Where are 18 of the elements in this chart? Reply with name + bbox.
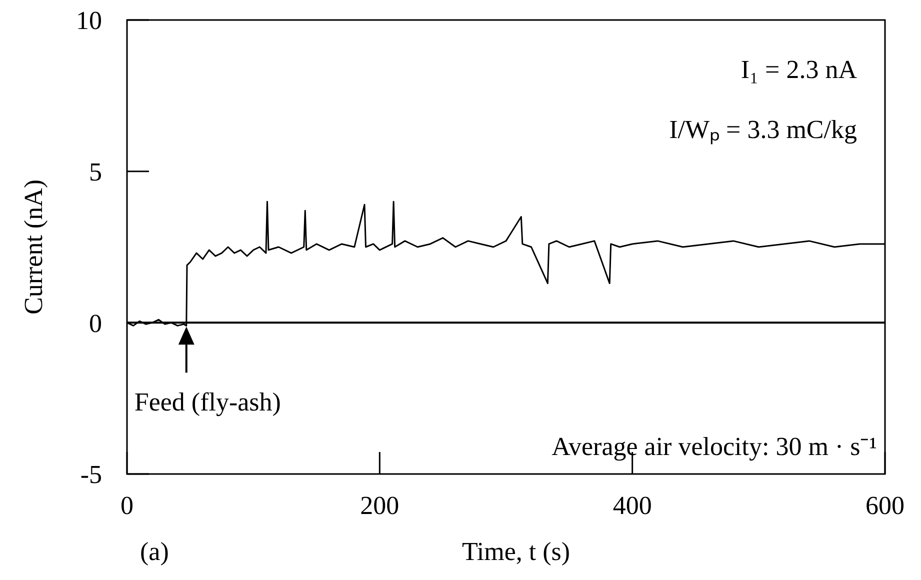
y-axis-tick: 5 (89, 157, 149, 186)
x-tick-label: 200 (360, 491, 400, 520)
x-tick-label: 400 (612, 491, 652, 520)
annotation: Feed (fly-ash) (134, 388, 281, 417)
y-axis-title: Current (nA) (19, 179, 48, 315)
y-axis-tick: 0 (89, 308, 102, 338)
y-tick-label: 5 (89, 157, 102, 186)
x-axis-tick: 600 (866, 452, 904, 520)
x-tick-label: 0 (120, 491, 134, 520)
y-tick-label: 10 (76, 6, 102, 36)
x-axis-title: Time, t (s) (462, 537, 570, 566)
y-axis-tick: 10 (76, 6, 149, 36)
x-axis-tick: 200 (360, 452, 400, 520)
text: (a) (140, 537, 169, 566)
x-tick-label: 600 (866, 491, 904, 520)
y-tick-label: -5 (80, 460, 102, 490)
annotation: I₁ = 2.3 nA (740, 55, 858, 84)
annotation: I/Wₚ = 3.3 mC/kg (669, 115, 857, 145)
